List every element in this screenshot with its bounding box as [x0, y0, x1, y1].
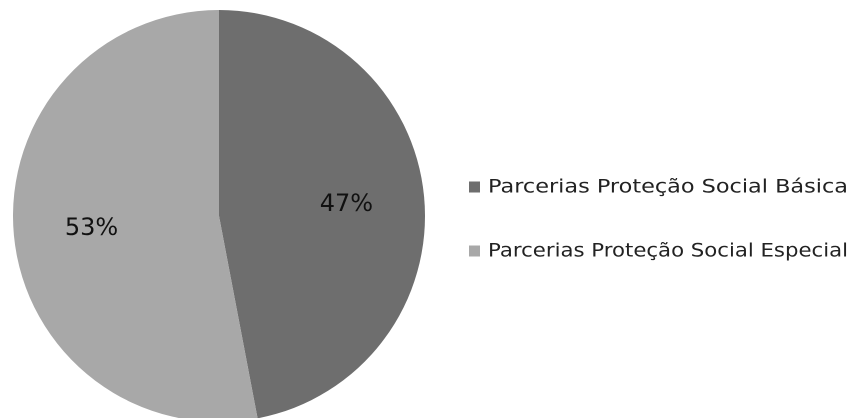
legend: Parcerias Proteção Social Básica Parceria… — [469, 176, 848, 262]
pie-slice-label-1: 47% — [320, 189, 373, 217]
pie-slices — [13, 10, 425, 418]
legend-label-2: Parcerias Proteção Social Especial — [488, 240, 848, 262]
legend-label-1: Parcerias Proteção Social Básica — [488, 176, 848, 198]
pie-slice-labels: 47% 53% — [65, 189, 373, 241]
legend-swatch-2 — [469, 245, 480, 257]
pie-slice-2 — [13, 10, 258, 418]
legend-swatch-1 — [469, 181, 480, 193]
pie-slice-1 — [219, 10, 425, 418]
pie-slice-label-2: 53% — [65, 213, 118, 241]
